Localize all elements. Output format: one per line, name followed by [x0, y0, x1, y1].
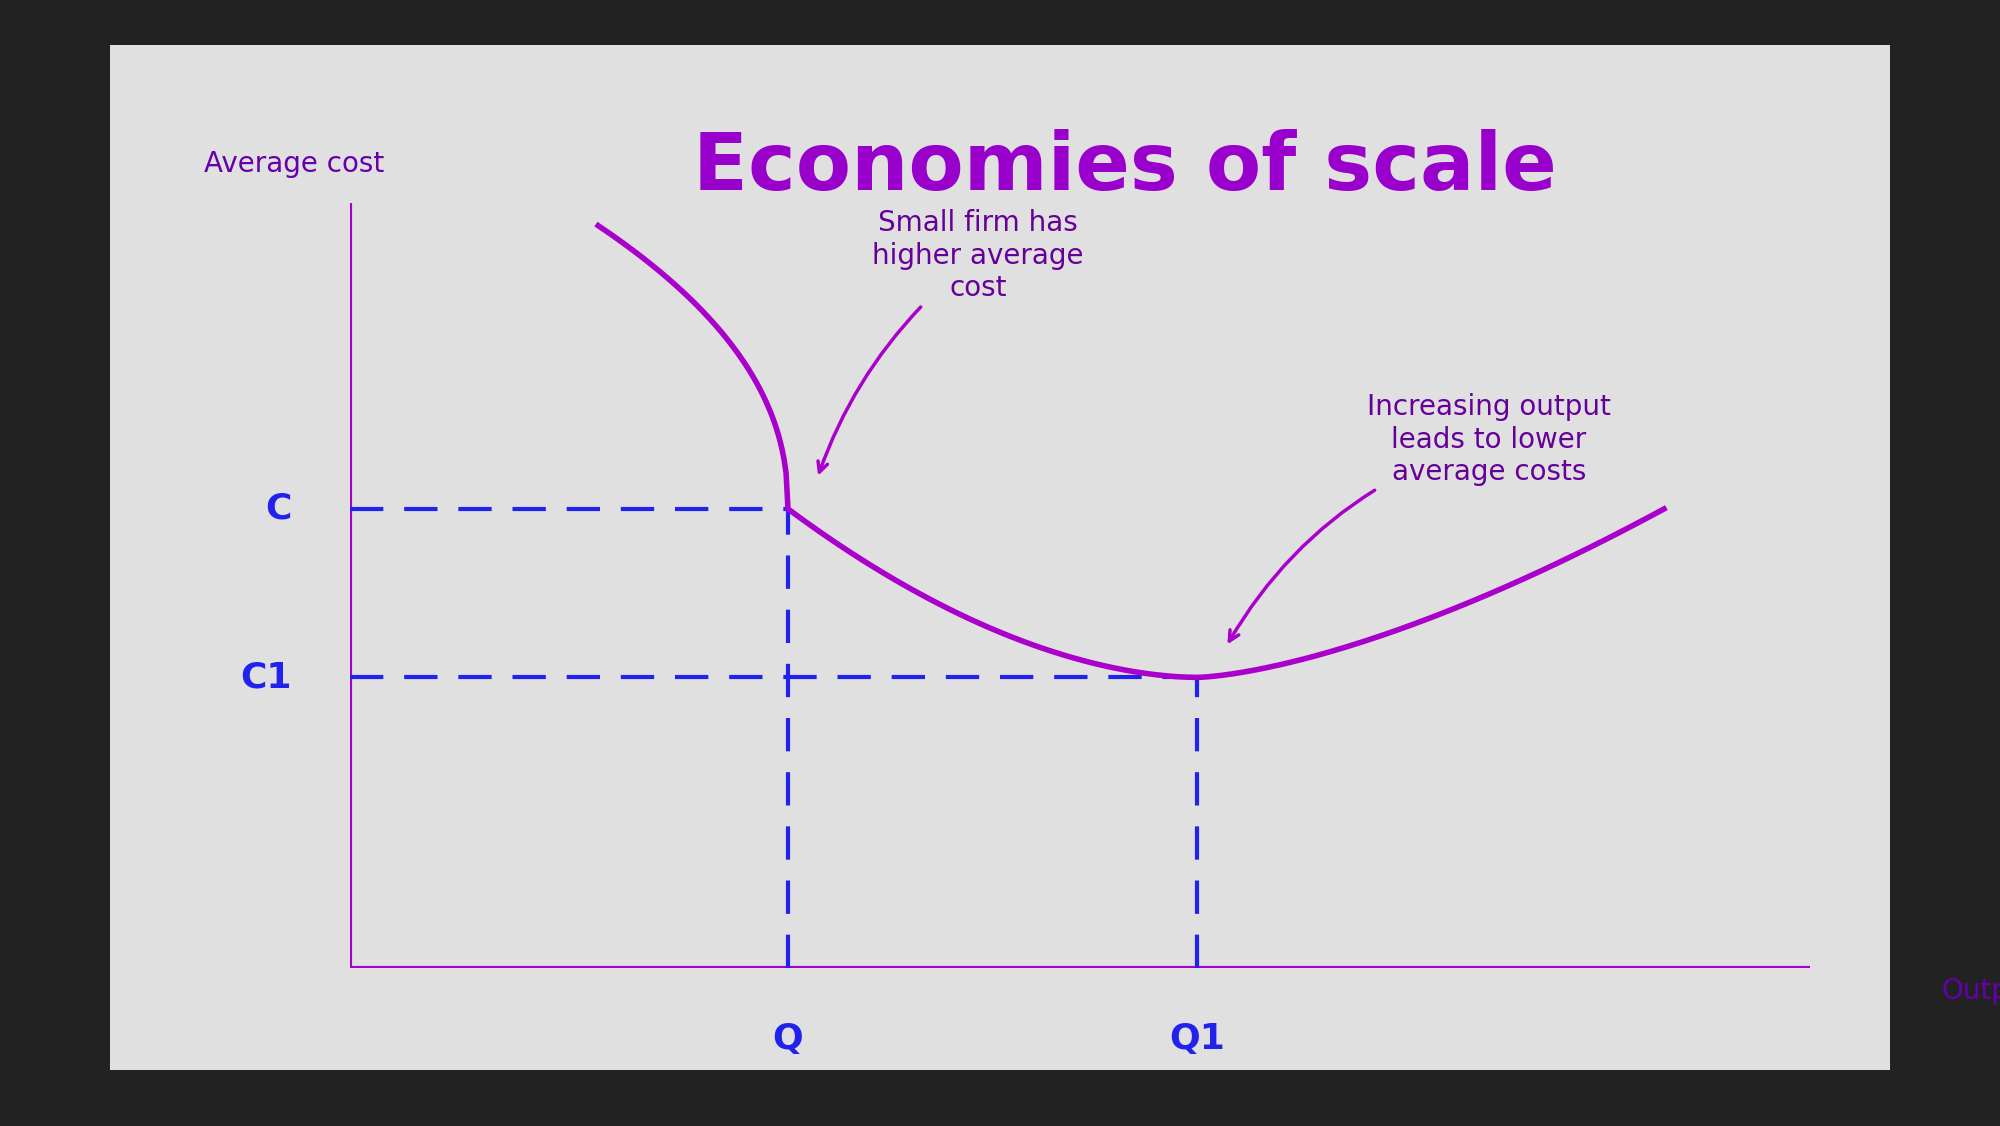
Text: C: C [266, 492, 292, 526]
Text: C1: C1 [240, 661, 292, 695]
FancyBboxPatch shape [74, 25, 1926, 1090]
Text: Small firm has
higher average
cost: Small firm has higher average cost [818, 209, 1084, 472]
Text: Q: Q [772, 1022, 804, 1056]
Text: Q1: Q1 [1168, 1022, 1224, 1056]
Text: Average cost: Average cost [204, 151, 384, 178]
Text: Output: Output [1942, 977, 2000, 1006]
Text: Economies of scale: Economies of scale [692, 129, 1556, 207]
Text: Increasing output
leads to lower
average costs: Increasing output leads to lower average… [1230, 393, 1610, 641]
